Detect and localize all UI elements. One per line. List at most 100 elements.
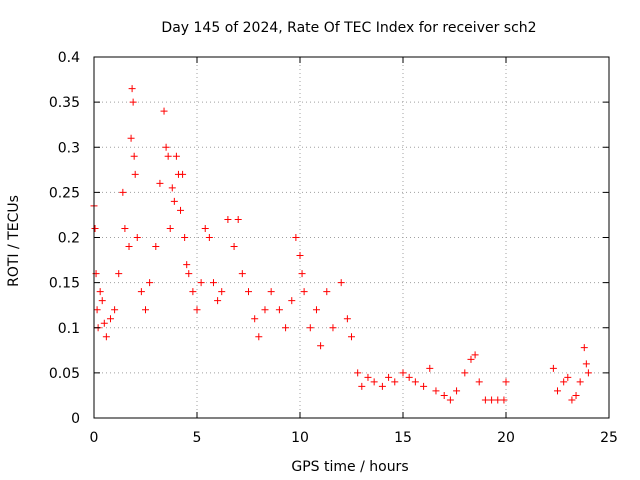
data-point bbox=[146, 279, 154, 287]
data-point bbox=[91, 224, 99, 232]
data-point bbox=[100, 319, 108, 327]
data-point bbox=[312, 306, 320, 314]
data-point bbox=[179, 170, 187, 178]
data-point bbox=[131, 170, 139, 178]
data-point bbox=[354, 369, 362, 377]
data-point bbox=[568, 396, 576, 404]
data-point bbox=[481, 396, 489, 404]
data-point bbox=[405, 373, 413, 381]
data-point bbox=[245, 288, 252, 296]
data-point bbox=[582, 360, 590, 368]
data-point bbox=[168, 184, 176, 192]
data-point bbox=[251, 315, 259, 323]
data-point bbox=[323, 288, 331, 296]
data-point bbox=[156, 179, 164, 187]
data-point bbox=[502, 378, 510, 386]
data-point bbox=[348, 333, 355, 341]
data-point bbox=[475, 378, 483, 386]
x-tick-label: 15 bbox=[394, 430, 412, 446]
data-point bbox=[343, 315, 351, 323]
data-point bbox=[185, 270, 193, 278]
data-point bbox=[162, 143, 170, 151]
data-point bbox=[193, 306, 201, 314]
y-tick-label: 0.15 bbox=[49, 276, 80, 292]
data-point bbox=[560, 378, 568, 386]
data-point bbox=[399, 369, 407, 377]
data-point bbox=[164, 152, 172, 160]
data-point bbox=[282, 324, 290, 332]
data-point bbox=[189, 288, 197, 296]
data-point bbox=[129, 98, 137, 106]
data-point bbox=[224, 215, 232, 223]
data-point bbox=[106, 315, 114, 323]
y-tick-label: 0.35 bbox=[49, 95, 80, 111]
data-point bbox=[446, 396, 454, 404]
y-tick-label: 0 bbox=[71, 411, 80, 427]
data-point bbox=[296, 252, 304, 260]
data-point bbox=[121, 224, 129, 232]
data-point bbox=[420, 382, 428, 390]
data-point bbox=[576, 378, 584, 386]
data-point bbox=[177, 206, 185, 214]
x-tick-label: 5 bbox=[193, 430, 202, 446]
data-point bbox=[370, 378, 378, 386]
data-point bbox=[385, 373, 393, 381]
data-point bbox=[201, 224, 209, 232]
y-tick-label: 0.3 bbox=[58, 140, 80, 156]
y-axis-label: ROTI / TECUs bbox=[6, 195, 22, 287]
data-point bbox=[137, 288, 145, 296]
data-point bbox=[391, 378, 399, 386]
data-point bbox=[119, 188, 127, 196]
x-tick-label: 20 bbox=[497, 430, 515, 446]
data-point bbox=[142, 306, 149, 314]
data-point bbox=[230, 243, 238, 251]
x-tick-label: 10 bbox=[291, 430, 309, 446]
data-point bbox=[292, 234, 300, 241]
data-point bbox=[572, 391, 580, 399]
data-point bbox=[205, 234, 213, 241]
data-point bbox=[500, 396, 508, 404]
data-point bbox=[152, 243, 160, 251]
data-point bbox=[426, 364, 434, 372]
data-point bbox=[453, 387, 461, 395]
data-point bbox=[183, 261, 191, 269]
data-point bbox=[130, 152, 138, 160]
data-point bbox=[98, 297, 106, 305]
data-point bbox=[549, 364, 557, 372]
data-point bbox=[317, 342, 325, 350]
x-tick-labels: 0 5 10 15 20 25 bbox=[90, 430, 618, 446]
y-tick-label: 0.05 bbox=[49, 366, 80, 382]
data-point bbox=[298, 270, 306, 278]
data-point bbox=[337, 279, 345, 287]
data-point bbox=[128, 85, 136, 93]
data-point bbox=[488, 396, 496, 404]
chart-title: Day 145 of 2024, Rate Of TEC Index for r… bbox=[161, 20, 536, 36]
data-point bbox=[358, 382, 366, 390]
data-point bbox=[411, 378, 419, 386]
data-point bbox=[306, 324, 314, 332]
x-tick-label: 0 bbox=[90, 430, 99, 446]
data-point bbox=[115, 270, 123, 278]
data-point bbox=[172, 152, 180, 160]
data-point bbox=[261, 306, 269, 314]
data-point bbox=[432, 387, 440, 395]
data-point bbox=[267, 288, 275, 296]
data-point bbox=[584, 369, 592, 377]
data-point bbox=[580, 344, 588, 352]
ticks-layer bbox=[93, 56, 610, 419]
data-point bbox=[329, 324, 337, 332]
x-tick-label: 25 bbox=[600, 430, 618, 446]
data-point bbox=[440, 391, 448, 399]
data-point bbox=[364, 373, 372, 381]
data-point bbox=[209, 279, 217, 287]
data-point bbox=[234, 215, 242, 223]
data-point bbox=[111, 306, 119, 314]
y-tick-label: 0.1 bbox=[58, 321, 80, 337]
data-point bbox=[300, 288, 308, 296]
data-point bbox=[471, 351, 479, 359]
y-tick-labels: 0 0.05 0.1 0.15 0.2 0.25 0.3 0.35 0.4 bbox=[49, 50, 80, 427]
data-point bbox=[93, 306, 101, 314]
data-point bbox=[288, 297, 296, 305]
data-point bbox=[197, 279, 205, 287]
